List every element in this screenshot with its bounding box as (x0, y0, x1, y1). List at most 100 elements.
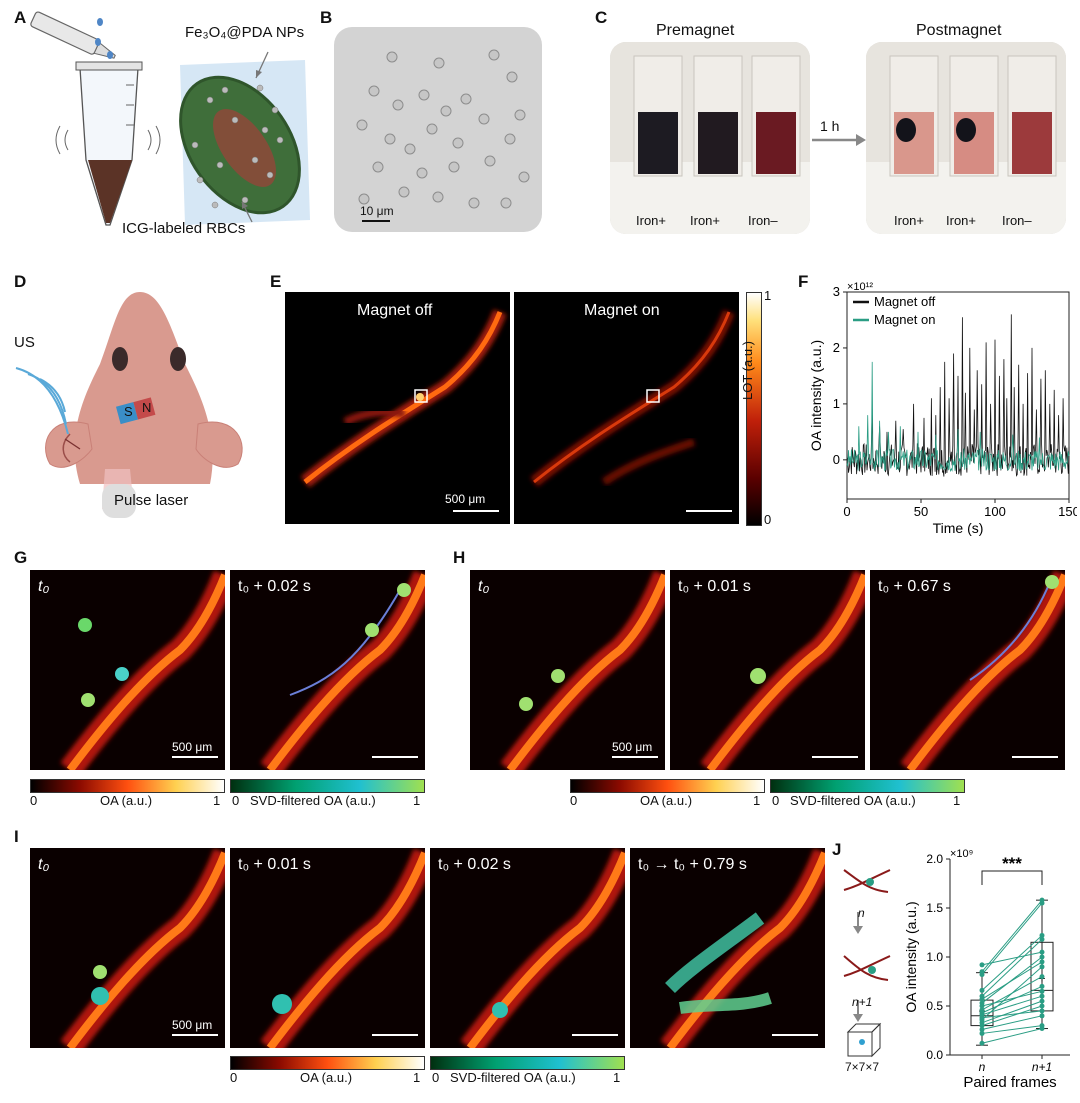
j-point-n1 (1039, 998, 1045, 1004)
j-ytick-label: 0.5 (926, 999, 943, 1013)
g-cb-oa-min: 0 (30, 793, 38, 808)
j-pair-line (981, 1015, 1043, 1031)
j-point-n1 (1039, 988, 1045, 994)
f-ylabel: OA intensity (a.u.) (808, 340, 824, 451)
panel-g-letter: G (14, 548, 28, 567)
j-xlabel: Paired frames (963, 1074, 1056, 1090)
j-pair-line (981, 1010, 1043, 1019)
laser-label: Pulse laser (114, 492, 189, 509)
h-scale-label: 500 μm (612, 740, 653, 754)
g-cb-svd (230, 779, 425, 793)
lot-cb-min: 0 (764, 512, 772, 527)
f-xtick-label: 0 (843, 504, 850, 519)
j-point-n1 (1039, 964, 1045, 970)
panel-a-illustration (30, 11, 310, 226)
i-t2: t₀ + 0.02 s (438, 856, 511, 873)
f-ytick-label: 0 (833, 452, 840, 467)
j-pair-line (981, 1028, 1043, 1044)
f-xtick-label: 50 (914, 504, 928, 519)
i-cb-oa-min: 0 (230, 1070, 238, 1085)
i-frame-2-vessels (260, 848, 425, 1048)
j-sig-bracket (981, 870, 1043, 885)
panel-f-letter: F (798, 272, 809, 291)
h-frame-1-vessels (500, 570, 665, 770)
postmagnet-photo: Iron+ Iron+ Iron– (866, 42, 1066, 234)
g-cb-oa (30, 779, 225, 793)
panel-c-letter: C (595, 8, 608, 27)
e-scale-bar (453, 510, 499, 512)
h-cb-svd (770, 779, 965, 793)
magnet-s-label: S (124, 404, 133, 419)
premagnet-tubes (610, 42, 810, 234)
g-frame-1-vessels (60, 570, 225, 770)
i-t3: t₀ → t₀ + 0.79 s (638, 856, 747, 873)
f-y-exponent: ×10¹² (847, 281, 873, 293)
j-point-n (979, 1027, 985, 1033)
i-frame-4: t₀ → t₀ + 0.79 s (630, 848, 825, 1048)
g-cb-oa-label: OA (a.u.) (100, 793, 153, 808)
magnet-n-label: N (142, 400, 152, 415)
magnet-on-vessels (530, 309, 735, 487)
j-pair-line (981, 902, 1043, 975)
i-cb-oa-max: 1 (413, 1070, 421, 1085)
j-point-n1 (1039, 959, 1045, 965)
h-frame-3-vessels (900, 570, 1065, 770)
post-tube-label-3: Iron– (1002, 213, 1032, 228)
f-ytick-label: 1 (833, 396, 840, 411)
g-frame-1: t₀ 500 μm (30, 570, 225, 770)
j-pair-line (981, 1000, 1043, 1024)
h-scale-bar-3 (1012, 756, 1058, 758)
f-xtick-label: 150 (1058, 504, 1077, 519)
j-ytick-label: 1.5 (926, 901, 943, 915)
i-cb-svd-max: 1 (613, 1070, 621, 1085)
post-tube-label-1: Iron+ (894, 213, 924, 228)
j-schem-n1: n+1 (852, 995, 873, 1009)
h-cb-svd-max: 1 (953, 793, 961, 808)
j-pair-line (981, 1005, 1043, 1027)
e-scale-label: 500 μm (445, 492, 486, 506)
j-point-n (979, 1040, 985, 1046)
j-point-n (979, 972, 985, 978)
j-point-n (979, 996, 985, 1002)
i-frame-4-vessels (660, 848, 825, 1048)
j-point-n1 (1039, 974, 1045, 980)
j-ylabel: OA intensity (a.u.) (903, 901, 919, 1012)
i-scale-bar-4 (772, 1034, 818, 1036)
g-frame-2: t₀ + 0.02 s (230, 570, 425, 770)
j-point-n1 (1039, 1013, 1045, 1019)
nps-label: Fe₃O₄@PDA NPs (185, 24, 305, 41)
g-t0: t₀ (38, 578, 50, 595)
j-point-n1 (1039, 1003, 1045, 1009)
h-cb-oa-label: OA (a.u.) (640, 793, 693, 808)
micrograph: 10 μm (334, 27, 542, 232)
panel-i-letter: I (14, 827, 19, 846)
g-cb-oa-max: 1 (213, 793, 221, 808)
h-frame-2-vessels (700, 570, 865, 770)
g-scale-bar (172, 756, 218, 758)
pre-tube-label-2: Iron+ (690, 213, 720, 228)
j-point-n1 (1039, 1008, 1045, 1014)
j-pair-line (981, 935, 1043, 991)
magnet-off-title: Magnet off (357, 302, 433, 319)
j-pair-line (981, 899, 1043, 973)
post-tube-label-2: Iron+ (946, 213, 976, 228)
i-cb-oa (230, 1056, 425, 1070)
panel-j-letter: J (832, 840, 842, 859)
j-pair-line (981, 1025, 1043, 1034)
j-point-n1 (1039, 936, 1045, 942)
j-pair-line (981, 966, 1043, 1021)
chart-j: 0.0 0.5 1.0 1.5 2.0 ×10⁹ OA intensity (a.u.) n n… (903, 848, 1070, 1090)
premagnet-title: Premagnet (656, 22, 735, 39)
b-scale-label: 10 μm (360, 204, 394, 218)
h-cb-svd-min: 0 (772, 793, 780, 808)
chart-f: 0 50 100 150 0 1 2 3 Time (s) OA intensity (a.u.)… (808, 281, 1077, 536)
i-cb-svd-min: 0 (432, 1070, 440, 1085)
h-frame-3: t₀ + 0.67 s (870, 570, 1065, 770)
magnet-on-title: Magnet on (584, 302, 660, 319)
postmagnet-title: Postmagnet (916, 22, 1002, 39)
j-point-n (979, 1003, 985, 1009)
j-ytick-label: 2.0 (926, 852, 943, 866)
j-schem-n: n (858, 906, 865, 920)
magnet-off-image: Magnet off 500 μm (285, 292, 510, 524)
j-schematic (843, 869, 891, 1058)
